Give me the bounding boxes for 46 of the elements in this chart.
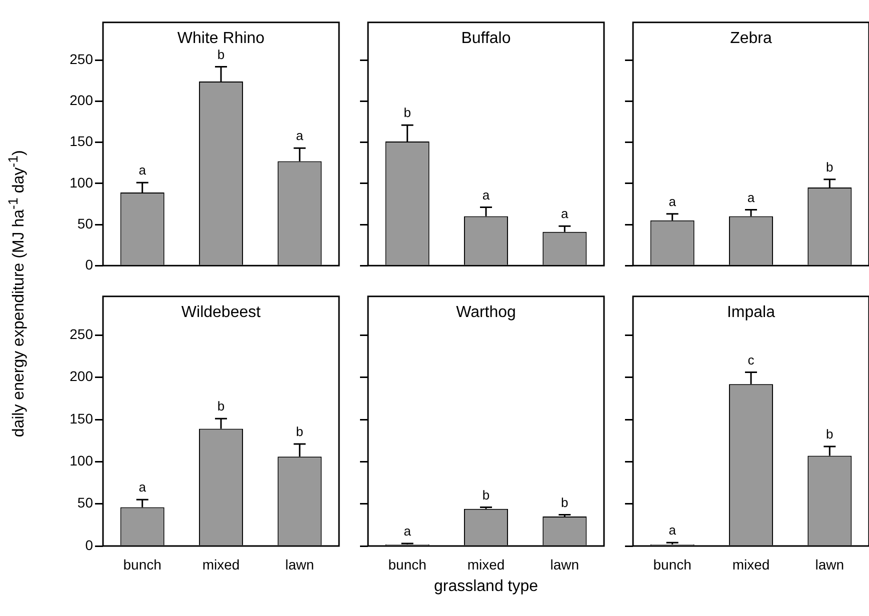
y-tick-label: 150 [70,410,94,426]
y-tick-label: 250 [70,326,94,342]
annotation: b [826,426,834,442]
x-tick-label: mixed [202,556,240,572]
x-tick-label: mixed [467,556,505,572]
annotation: b [561,494,568,510]
chart-title: Buffalo [461,30,511,47]
y-tick-label: 200 [70,92,94,108]
y-tick-label: 50 [77,494,94,511]
chart-title: Impala [726,304,776,321]
x-tick-label: lawn [285,556,314,572]
x-tick-label: mixed [732,556,770,572]
annotation: b [482,487,490,502]
y-tick-label: 0 [85,256,94,272]
y-tick-label: 0 [85,536,94,553]
annotation: a [561,206,570,222]
x-tick-label: bunch [653,556,692,572]
annotation: a [668,522,677,538]
annotation: a [138,162,147,178]
chart-title: Wildebeest [181,304,262,321]
x-tick-label: bunch [123,556,162,572]
annotation: a [482,187,490,202]
x-tick-label: lawn [550,556,580,572]
y-tick-label: 50 [77,215,94,232]
chart-title: Warthog [456,304,516,321]
annotation: c [748,352,755,368]
annotation: b [217,398,225,414]
annotation: a [296,128,304,144]
y-tick-label: 200 [70,368,94,384]
annotation: a [404,524,412,539]
x-axis-title: grassland type [432,578,540,596]
y-tick-label: 100 [70,174,94,190]
y-tick-label: 100 [70,452,94,469]
annotation: b [217,46,225,62]
chart-title: White Rhino [177,30,265,47]
chart-title: Zebra [730,30,772,47]
x-tick-label: lawn [815,556,844,572]
y-tick-label: 250 [70,51,94,68]
annotation: a [668,194,677,209]
annotation: a [747,190,756,205]
annotation: a [138,480,147,495]
annotation: b [296,424,304,440]
x-tick-label: bunch [388,556,426,572]
annotation: b [404,105,411,120]
y-tick-label: 150 [70,133,94,150]
annotation: b [826,159,834,174]
